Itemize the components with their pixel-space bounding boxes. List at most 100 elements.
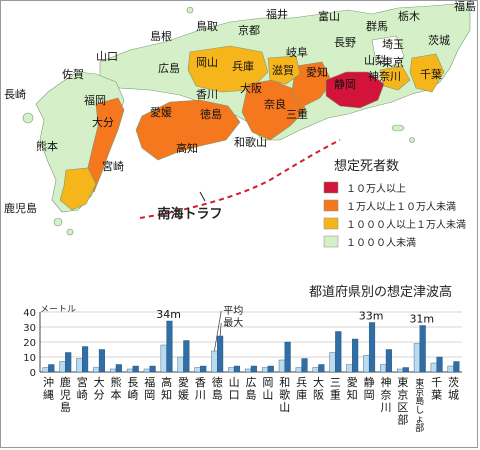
bar bbox=[132, 365, 139, 373]
bar bbox=[385, 349, 392, 373]
prefecture-label: 宮崎 bbox=[102, 159, 124, 173]
category-label: 静岡 bbox=[364, 375, 375, 402]
prefecture-label: 香川 bbox=[196, 88, 218, 101]
prefecture-label: 鳥取 bbox=[196, 19, 218, 33]
category-label: 茨城 bbox=[448, 375, 459, 402]
bar bbox=[211, 350, 218, 373]
y-tick-label: 40 bbox=[23, 308, 36, 319]
bar bbox=[98, 349, 106, 373]
bar bbox=[380, 364, 387, 373]
prefecture-label: 群馬 bbox=[366, 19, 388, 33]
tokyo-area bbox=[371, 35, 405, 67]
prefecture-label: 愛媛 bbox=[150, 105, 172, 119]
tsunami-height-chart: 都道府県別の想定津波高 メートル 0 10 20 30 40 沖縄鹿児島宮崎大分熊本長崎… bbox=[23, 284, 462, 434]
bar bbox=[81, 346, 89, 373]
legend-swatch bbox=[323, 199, 339, 212]
prefecture-label: 栃木 bbox=[398, 9, 420, 23]
bar bbox=[312, 367, 319, 373]
bar bbox=[318, 364, 325, 373]
bar bbox=[177, 356, 184, 373]
bar bbox=[363, 355, 370, 373]
category-label: 兵庫 bbox=[296, 376, 307, 402]
bar bbox=[149, 365, 156, 373]
category-label: 東京区部 bbox=[397, 376, 408, 427]
legend: 想定死者数 １０万人以上 １万人以上１０万人未満 １０００人以上１万人未満 １０００人… bbox=[323, 158, 466, 249]
legend-swatch bbox=[323, 217, 339, 230]
category-label: 岡山 bbox=[262, 376, 273, 402]
bar bbox=[126, 368, 134, 373]
category-labels: 沖縄鹿児島宮崎大分熊本長崎福岡高知愛媛香川徳島山口広島岡山和歌山兵庫大阪三重愛知… bbox=[43, 375, 459, 434]
category-label: 徳島 bbox=[212, 376, 223, 402]
legend-title: 想定死者数 bbox=[334, 158, 399, 174]
y-axis-label: メートル bbox=[40, 305, 76, 315]
prefecture-label: 福井 bbox=[266, 7, 288, 21]
bar bbox=[295, 367, 302, 373]
prefecture-label: 埼玉 bbox=[382, 37, 404, 51]
series-legend-pointer bbox=[219, 322, 222, 337]
bar bbox=[42, 367, 49, 373]
category-label: 宮崎 bbox=[77, 375, 88, 402]
bar bbox=[183, 340, 190, 373]
prefecture-label: 千葉 bbox=[420, 67, 442, 81]
prefecture-label: 高知 bbox=[176, 141, 198, 155]
bar bbox=[48, 364, 55, 373]
category-label: 広島 bbox=[246, 376, 257, 402]
prefecture-label: 京都 bbox=[238, 23, 260, 37]
series-legend-label: 最大 bbox=[223, 316, 243, 329]
bar bbox=[436, 356, 443, 373]
category-label: 三重 bbox=[330, 376, 341, 402]
annotation-label: 33m bbox=[359, 310, 384, 323]
aichi-mie-area bbox=[291, 61, 333, 109]
legend-swatch bbox=[323, 235, 339, 248]
bar bbox=[267, 365, 274, 373]
category-label: 和歌山 bbox=[279, 376, 290, 414]
y-tick-label: 30 bbox=[23, 323, 36, 334]
trough-label: 南海トラフ bbox=[157, 206, 222, 222]
category-label: 東京島しょ部 bbox=[415, 377, 424, 434]
chart-annotations: 34m 33m 31m bbox=[156, 308, 434, 326]
prefecture-label: 大分 bbox=[92, 115, 114, 129]
annotation-label: 31m bbox=[409, 313, 434, 326]
kinki-south-area bbox=[241, 79, 307, 141]
bar bbox=[228, 367, 235, 373]
oita-miyazaki-area bbox=[85, 97, 125, 193]
bar bbox=[200, 365, 207, 373]
bar bbox=[250, 365, 257, 373]
shizuoka-area bbox=[325, 71, 385, 109]
prefecture-label: 山口 bbox=[96, 50, 118, 63]
bar bbox=[396, 368, 404, 373]
bar bbox=[194, 367, 201, 373]
bar bbox=[419, 325, 426, 373]
bar bbox=[346, 364, 353, 373]
chiba-area bbox=[409, 53, 445, 93]
legend-label: １０万人以上 bbox=[346, 183, 406, 195]
category-label: 長崎 bbox=[127, 376, 138, 402]
bar bbox=[233, 365, 241, 373]
prefecture-label: 長崎 bbox=[4, 87, 26, 101]
nankai-trough-line bbox=[139, 139, 341, 219]
chart-bars bbox=[42, 320, 460, 373]
y-tick-label: 0 bbox=[30, 368, 36, 379]
bar bbox=[160, 344, 167, 373]
bar bbox=[245, 368, 252, 373]
prefecture-label: 山梨 bbox=[364, 53, 386, 67]
legend-label: １０００人未満 bbox=[346, 237, 416, 249]
bar bbox=[76, 358, 83, 373]
bar bbox=[166, 320, 173, 373]
prefecture-label: 和歌山 bbox=[234, 135, 267, 149]
series-legend-label: 平均 bbox=[223, 305, 243, 317]
legend-label: １０００人以上１万人未満 bbox=[346, 219, 466, 231]
bar bbox=[329, 352, 336, 373]
category-label: 沖縄 bbox=[43, 376, 54, 402]
trough-label-pointer bbox=[199, 191, 206, 202]
prefecture-label: 福島 bbox=[454, 0, 476, 13]
prefecture-label: 岡山 bbox=[196, 56, 218, 69]
category-label: 神奈川 bbox=[381, 375, 392, 414]
bar bbox=[352, 338, 359, 373]
y-tick-label: 20 bbox=[23, 338, 36, 349]
y-tick-label: 10 bbox=[23, 353, 36, 364]
bar bbox=[217, 335, 224, 373]
